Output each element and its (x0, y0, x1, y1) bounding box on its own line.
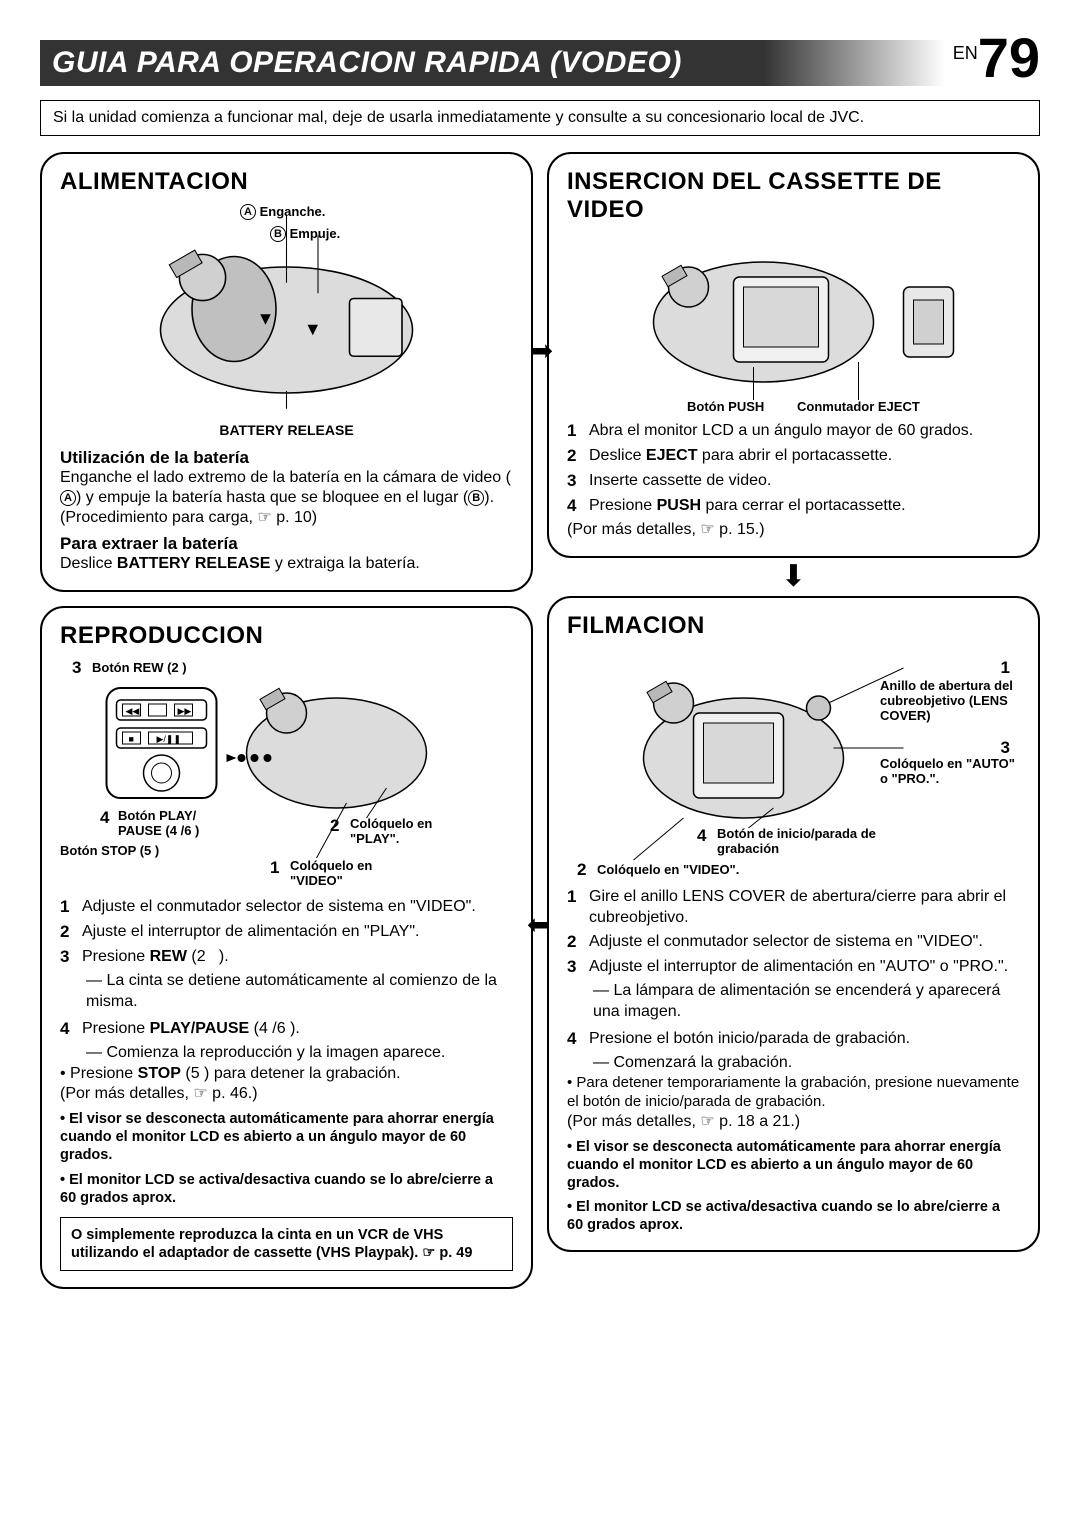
alimentacion-title: ALIMENTACION (60, 168, 513, 196)
rep-note2: • El monitor LCD se activa/desactiva cua… (60, 1171, 513, 1207)
page-number-value: 79 (978, 26, 1040, 89)
lbl-play: Botón PLAY/ PAUSE (4 /6 ) (118, 808, 208, 838)
rep-step1: Adjuste el conmutador selector de sistem… (82, 896, 513, 919)
num-2: 2 (330, 816, 339, 836)
f-note2: • El monitor LCD se activa/desactiva cua… (567, 1198, 1020, 1234)
reproduccion-steps: 1Adjuste el conmutador selector de siste… (60, 896, 513, 969)
ins-step2: Deslice EJECT para abrir el portacassett… (589, 445, 1020, 468)
f-n2: 2 (577, 860, 586, 880)
circle-a-icon: A (240, 204, 256, 220)
f-n4: 4 (697, 826, 706, 846)
f-step4sub: — Comenzará la grabación. (567, 1053, 1020, 1074)
lbl-rew: Botón REW (2 ) (92, 660, 187, 675)
section-insercion: INSERCION DEL CASSETTE DE VIDEO Botón PU… (547, 152, 1040, 558)
f-n3: 3 (1001, 738, 1010, 758)
right-column: INSERCION DEL CASSETTE DE VIDEO Botón PU… (547, 152, 1040, 1289)
filmacion-title: FILMACION (567, 612, 1020, 640)
section-reproduccion: REPRODUCCION 3 Botón REW (2 ) 4 Botón PL… (40, 606, 533, 1289)
rep-step2: Ajuste el interruptor de alimentación en… (82, 921, 513, 944)
sub-extraer: Para extraer la batería (60, 534, 513, 554)
f-lbl3: Colóquelo en "AUTO" o "PRO.". (880, 756, 1020, 786)
battery-release-caption: BATTERY RELEASE (60, 422, 513, 438)
f-bullet: • Para detener temporariamente la grabac… (567, 1074, 1020, 1112)
header-title-bar: GUIA PARA OPERACION RAPIDA (VODEO) (40, 40, 945, 86)
section-filmacion: ⬅ FILMACION 1 Anillo de abertura del cub… (547, 596, 1040, 1253)
rep-note1: • El visor se desconecta automáticamente… (60, 1110, 513, 1164)
flow-arrow-left-icon: ⬅ (527, 908, 550, 941)
rep-step4: Presione PLAY/PAUSE (4 /6 ). (82, 1018, 513, 1041)
lbl-stop: Botón STOP (5 ) (60, 843, 159, 858)
f-lbl1: Anillo de abertura del cubreobjetivo (LE… (880, 678, 1020, 723)
rep-step3sub: — La cinta se detiene automáticamente al… (60, 971, 513, 1013)
page-prefix: EN (953, 43, 978, 63)
filmacion-steps-4: 4Presione el botón inicio/parada de grab… (567, 1028, 1020, 1051)
rep-inner-box: O simplemente reproduzca la cinta en un … (60, 1217, 513, 1271)
ins-detail: (Por más detalles, ☞ p. 15.) (567, 520, 1020, 540)
left-column: ➡ ALIMENTACION A Enganche. B Empuje. (40, 152, 533, 1289)
warning-box: Si la unidad comienza a funcionar mal, d… (40, 100, 1040, 136)
f-step3: Adjuste el interruptor de alimentación e… (589, 956, 1020, 979)
ins-step1: Abra el monitor LCD a un ángulo mayor de… (589, 420, 1020, 443)
insercion-illustration: Botón PUSH Conmutador EJECT (567, 232, 1020, 412)
insercion-title: INSERCION DEL CASSETTE DE VIDEO (567, 168, 1020, 224)
page-number: EN79 (953, 30, 1040, 86)
num-3: 3 (72, 658, 81, 678)
f-lbl2: Colóquelo en "VIDEO". (597, 862, 739, 877)
num-1: 1 (270, 858, 279, 878)
filmacion-illustration: 1 Anillo de abertura del cubreobjetivo (… (567, 648, 1020, 878)
rep-bullet-stop: • Presione STOP (5 ) para detener la gra… (60, 1064, 513, 1084)
lbl-eject: Conmutador EJECT (797, 399, 920, 414)
f-lbl4: Botón de inicio/parada de grabación (717, 826, 897, 856)
section-alimentacion: ➡ ALIMENTACION A Enganche. B Empuje. (40, 152, 533, 592)
f-step2: Adjuste el conmutador selector de sistem… (589, 931, 1020, 954)
warning-text: Si la unidad comienza a funcionar mal, d… (53, 109, 864, 126)
svg-text:▶/❚❚: ▶/❚❚ (157, 734, 182, 745)
f-note1: • El visor se desconecta automáticamente… (567, 1138, 1020, 1192)
alimentacion-illustration: A Enganche. B Empuje. (60, 204, 513, 414)
circle-b-icon: B (270, 226, 286, 242)
label-empuje: Empuje. (290, 226, 341, 241)
ins-step3: Inserte cassette de video. (589, 470, 1020, 493)
reproduccion-title: REPRODUCCION (60, 622, 513, 650)
reproduccion-illustration: 3 Botón REW (2 ) 4 Botón PLAY/ PAUSE (4 … (60, 658, 513, 888)
main-columns: ➡ ALIMENTACION A Enganche. B Empuje. (40, 152, 1040, 1289)
svg-text:▶▶: ▶▶ (178, 706, 192, 716)
num-4: 4 (100, 808, 109, 828)
flow-arrow-down-icon: ⬇ (547, 568, 1040, 586)
body-utilizacion: Enganche el lado extremo de la batería e… (60, 468, 513, 528)
f-n1: 1 (1001, 658, 1010, 678)
svg-text:◀◀: ◀◀ (126, 706, 140, 716)
rep-step3: Presione REW (2 ). (82, 946, 513, 969)
ins-step4: Presione PUSH para cerrar el portacasset… (589, 495, 1020, 518)
svg-text:■: ■ (129, 734, 134, 744)
lbl-push: Botón PUSH (687, 399, 764, 414)
f-step4: Presione el botón inicio/parada de graba… (589, 1028, 1020, 1051)
rep-detail: (Por más detalles, ☞ p. 46.) (60, 1084, 513, 1104)
lbl-colplay: Colóquelo en "PLAY". (350, 816, 440, 846)
insercion-steps: 1Abra el monitor LCD a un ángulo mayor d… (567, 420, 1020, 518)
label-enganche: Enganche. (260, 204, 326, 219)
f-detail: (Por más detalles, ☞ p. 18 a 21.) (567, 1112, 1020, 1132)
circle-a-inline-icon: A (60, 490, 76, 506)
header-title: GUIA PARA OPERACION RAPIDA (VODEO) (52, 46, 682, 79)
circle-b-inline-icon: B (468, 490, 484, 506)
page-header: GUIA PARA OPERACION RAPIDA (VODEO) EN79 (40, 30, 1040, 86)
sub-utilizacion: Utilización de la batería (60, 448, 513, 468)
reproduccion-steps-4: 4Presione PLAY/PAUSE (4 /6 ). (60, 1018, 513, 1041)
camcorder-cassette-svg (567, 232, 1020, 412)
filmacion-steps: 1Gire el anillo LENS COVER de abertura/c… (567, 886, 1020, 979)
f-step1: Gire el anillo LENS COVER de abertura/ci… (589, 886, 1020, 929)
lbl-colvideo: Colóquelo en "VIDEO" (290, 858, 390, 888)
f-step3sub: — La lámpara de alimentación se encender… (567, 981, 1020, 1023)
rep-step4sub: — Comienza la reproducción y la imagen a… (60, 1043, 513, 1064)
body-extraer: Deslice BATTERY RELEASE y extraiga la ba… (60, 554, 513, 574)
